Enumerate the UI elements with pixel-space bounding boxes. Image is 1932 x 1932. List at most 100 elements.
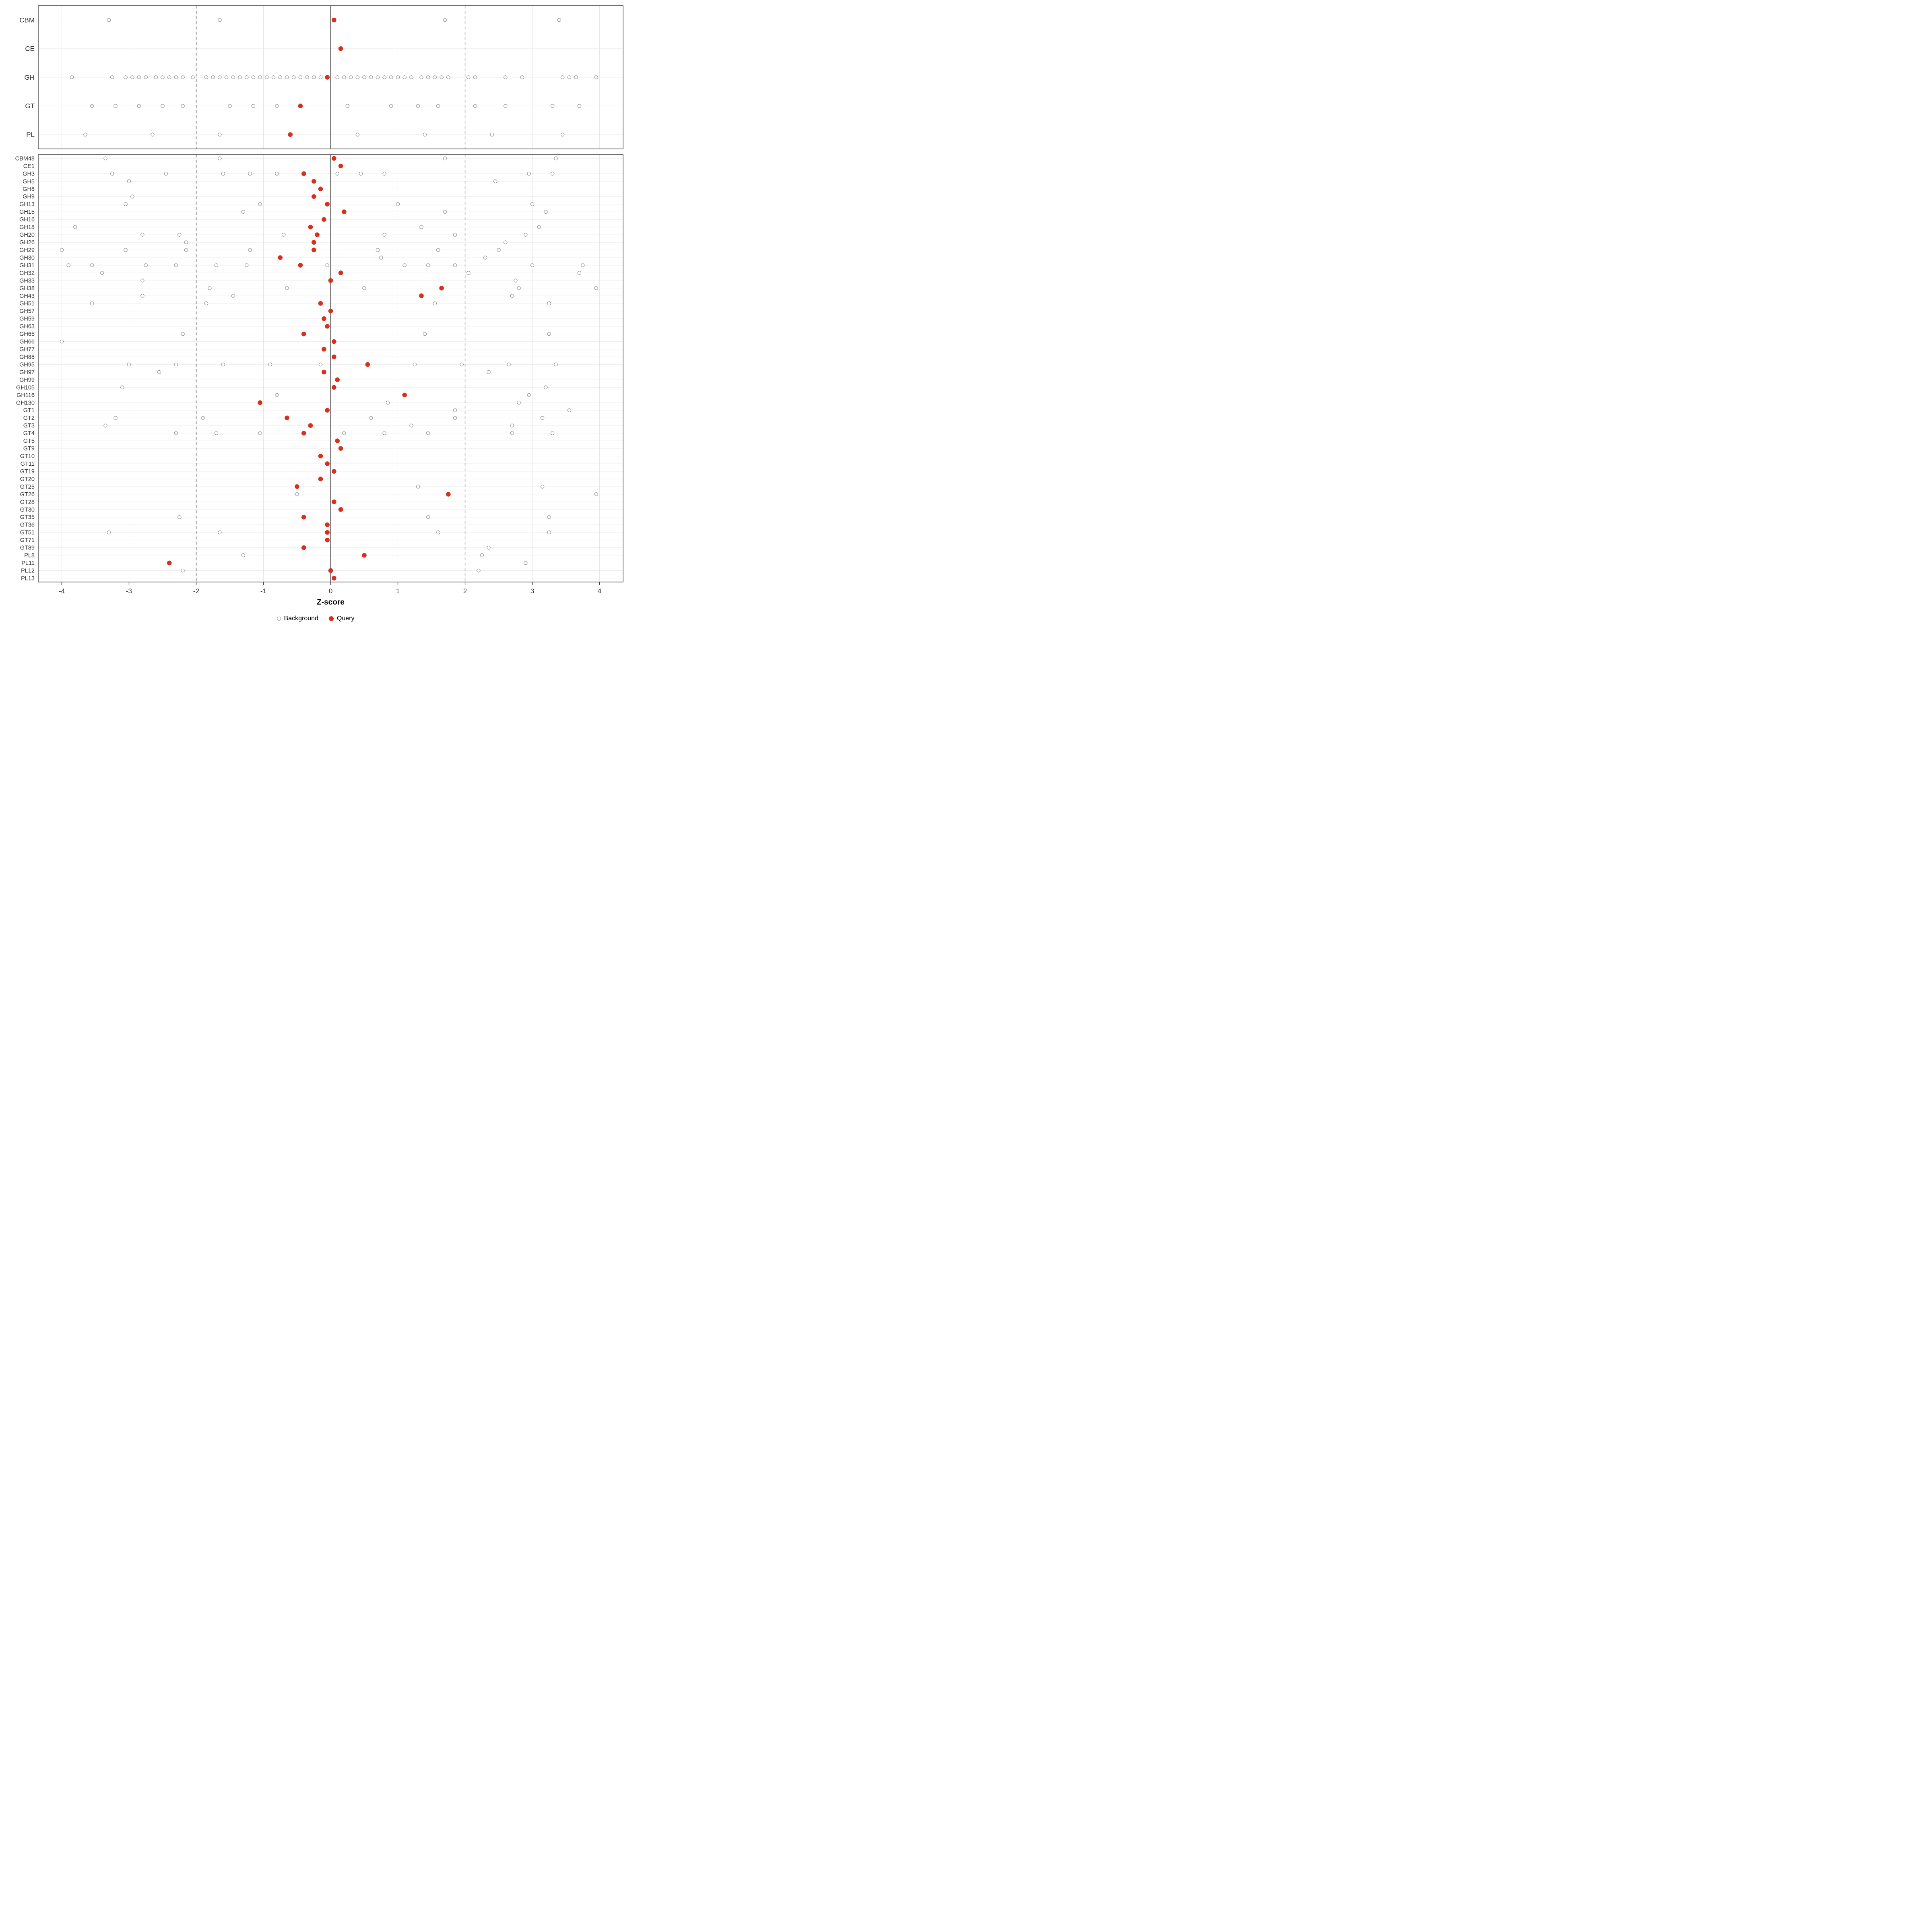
y-axis-label: GH66 xyxy=(19,339,35,345)
query-point xyxy=(325,75,330,80)
background-point xyxy=(70,75,74,79)
background-point xyxy=(409,75,413,79)
query-point xyxy=(419,293,424,298)
background-point xyxy=(191,75,195,79)
y-axis-label: GH9 xyxy=(23,194,35,200)
background-point xyxy=(389,75,393,79)
query-point xyxy=(338,163,343,169)
background-point xyxy=(174,75,178,79)
query-point xyxy=(311,179,316,184)
query-point xyxy=(325,530,330,535)
background-point xyxy=(218,75,222,79)
background-point xyxy=(355,75,360,79)
query-point xyxy=(338,270,343,275)
background-point xyxy=(560,132,565,137)
background-point xyxy=(161,75,165,79)
query-point xyxy=(321,316,326,321)
background-point xyxy=(453,416,457,420)
query-point xyxy=(321,347,326,352)
background-point xyxy=(124,202,128,206)
x-tick-label: 0 xyxy=(329,587,332,595)
query-point xyxy=(278,255,283,260)
background-point xyxy=(228,104,232,108)
background-point xyxy=(154,75,158,79)
background-point xyxy=(477,568,481,573)
background-point xyxy=(83,132,87,137)
background-point xyxy=(275,393,279,397)
query-point xyxy=(332,385,336,390)
background-point xyxy=(554,362,558,367)
query-point xyxy=(311,240,316,245)
background-point xyxy=(436,530,440,535)
y-axis-label: GT30 xyxy=(20,507,35,513)
background-point xyxy=(473,75,477,79)
y-axis-label: GT3 xyxy=(23,423,35,429)
y-axis-label: GT36 xyxy=(20,522,35,528)
background-point xyxy=(386,400,390,405)
x-axis-title: Z-score xyxy=(317,598,345,607)
background-point xyxy=(594,286,598,290)
background-point xyxy=(416,485,420,489)
background-point xyxy=(369,75,373,79)
background-point xyxy=(298,75,303,79)
background-point xyxy=(241,553,246,557)
background-point xyxy=(517,286,521,290)
background-point xyxy=(295,492,299,496)
y-axis-label: GH97 xyxy=(19,369,35,376)
query-point xyxy=(318,477,323,481)
background-point xyxy=(110,171,114,176)
y-axis-label: GH51 xyxy=(19,301,35,307)
background-point xyxy=(382,233,386,237)
background-point xyxy=(426,515,430,519)
background-point xyxy=(335,171,339,176)
y-axis-label: GT35 xyxy=(20,514,35,521)
background-point xyxy=(110,75,114,79)
x-tick-label: 2 xyxy=(463,587,467,595)
x-tick-label: -1 xyxy=(260,587,266,595)
background-point xyxy=(248,248,252,252)
background-point xyxy=(151,132,155,137)
background-point xyxy=(114,416,118,420)
query-point xyxy=(338,46,343,51)
x-tick-label: 1 xyxy=(396,587,400,595)
query-point xyxy=(258,400,262,405)
y-axis-label: PL xyxy=(26,131,35,138)
background-point xyxy=(60,248,64,252)
background-point xyxy=(244,263,249,267)
background-point xyxy=(177,233,182,237)
background-point xyxy=(107,18,111,22)
legend-label-query: Query xyxy=(336,615,355,622)
background-point xyxy=(413,362,417,367)
y-axis-label: GH xyxy=(25,74,35,81)
y-axis-label: GT89 xyxy=(20,545,35,551)
background-point xyxy=(416,104,420,108)
query-point xyxy=(335,377,340,382)
query-point xyxy=(332,156,336,161)
y-axis-label: GH13 xyxy=(19,201,35,208)
query-point xyxy=(288,132,293,137)
background-point xyxy=(349,75,353,79)
background-point xyxy=(510,423,514,427)
background-point xyxy=(362,286,366,290)
background-point xyxy=(181,75,185,79)
background-point xyxy=(218,530,222,535)
y-axis-label: GH95 xyxy=(19,361,35,368)
background-point xyxy=(164,171,168,176)
background-point xyxy=(181,332,185,336)
background-point xyxy=(127,362,131,367)
y-axis-label: GH43 xyxy=(19,293,35,299)
background-point xyxy=(550,104,555,108)
y-axis-label: GH57 xyxy=(19,308,35,315)
query-point xyxy=(328,308,333,314)
legend-label-background: Background xyxy=(284,615,318,622)
background-point xyxy=(423,132,427,137)
background-point xyxy=(443,156,447,161)
background-point xyxy=(507,362,511,367)
background-point xyxy=(443,18,447,22)
background-point xyxy=(275,171,279,176)
background-point xyxy=(446,75,450,79)
query-point xyxy=(311,248,316,252)
y-axis-label: GH20 xyxy=(19,232,35,238)
background-point xyxy=(174,263,178,267)
